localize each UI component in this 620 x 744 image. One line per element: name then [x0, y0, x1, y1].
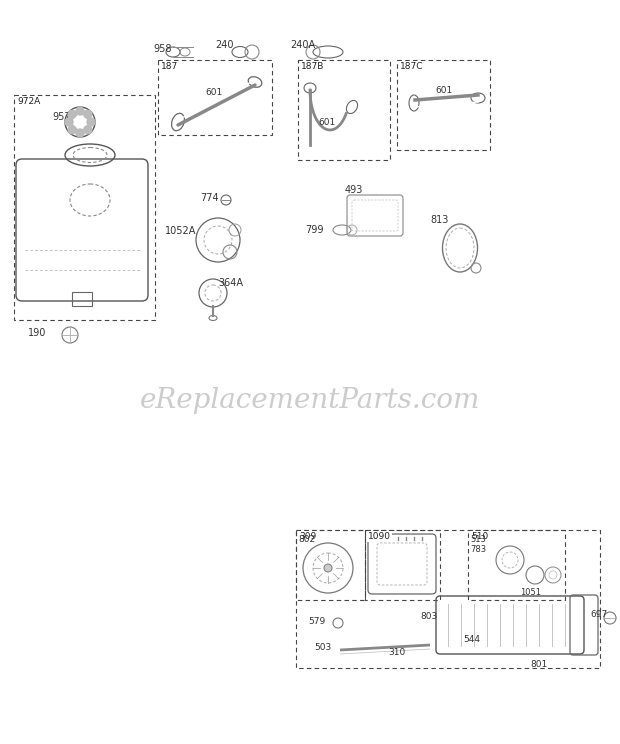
Circle shape — [324, 564, 332, 572]
Bar — [298, 60, 390, 160]
Circle shape — [76, 129, 84, 137]
Bar — [365, 530, 440, 600]
Text: 601: 601 — [318, 118, 335, 127]
Text: 972A: 972A — [17, 97, 40, 106]
Text: 601: 601 — [205, 88, 222, 97]
Text: 801: 801 — [530, 660, 547, 669]
Text: 579: 579 — [308, 617, 326, 626]
Text: 309: 309 — [299, 532, 316, 541]
Circle shape — [65, 118, 73, 126]
Bar — [158, 60, 272, 135]
Bar — [468, 530, 565, 600]
Text: 1090: 1090 — [368, 532, 391, 541]
Text: 957: 957 — [52, 112, 71, 122]
Text: 803: 803 — [420, 612, 437, 621]
Text: 799: 799 — [305, 225, 324, 235]
Text: 544: 544 — [463, 635, 480, 644]
Circle shape — [68, 126, 76, 134]
Circle shape — [68, 110, 76, 118]
Text: 813: 813 — [430, 215, 448, 225]
Text: 774: 774 — [200, 193, 219, 203]
Text: 364A: 364A — [218, 278, 243, 288]
Text: 187C: 187C — [400, 62, 423, 71]
Bar — [14, 95, 155, 320]
Circle shape — [84, 126, 92, 134]
Text: 190: 190 — [28, 328, 46, 338]
Text: 310: 310 — [388, 648, 405, 657]
Text: 187B: 187B — [301, 62, 324, 71]
Circle shape — [87, 118, 95, 126]
Circle shape — [84, 110, 92, 118]
Text: 697: 697 — [590, 610, 607, 619]
Text: 187: 187 — [161, 62, 179, 71]
Text: 1052A: 1052A — [165, 226, 197, 236]
Text: 783: 783 — [470, 545, 486, 554]
Text: 513: 513 — [470, 535, 486, 544]
Bar — [397, 60, 490, 150]
Text: 503: 503 — [314, 643, 331, 652]
Text: 958: 958 — [153, 44, 172, 54]
Text: 601: 601 — [435, 86, 452, 95]
Text: 1051: 1051 — [520, 588, 541, 597]
Bar — [296, 530, 365, 600]
Text: 510: 510 — [471, 532, 489, 541]
Text: 802: 802 — [298, 535, 315, 544]
Text: 493: 493 — [345, 185, 363, 195]
Bar — [296, 530, 600, 668]
Text: 240: 240 — [215, 40, 234, 50]
Text: eReplacementParts.com: eReplacementParts.com — [140, 386, 480, 414]
Text: 240A: 240A — [290, 40, 315, 50]
Circle shape — [76, 107, 84, 115]
